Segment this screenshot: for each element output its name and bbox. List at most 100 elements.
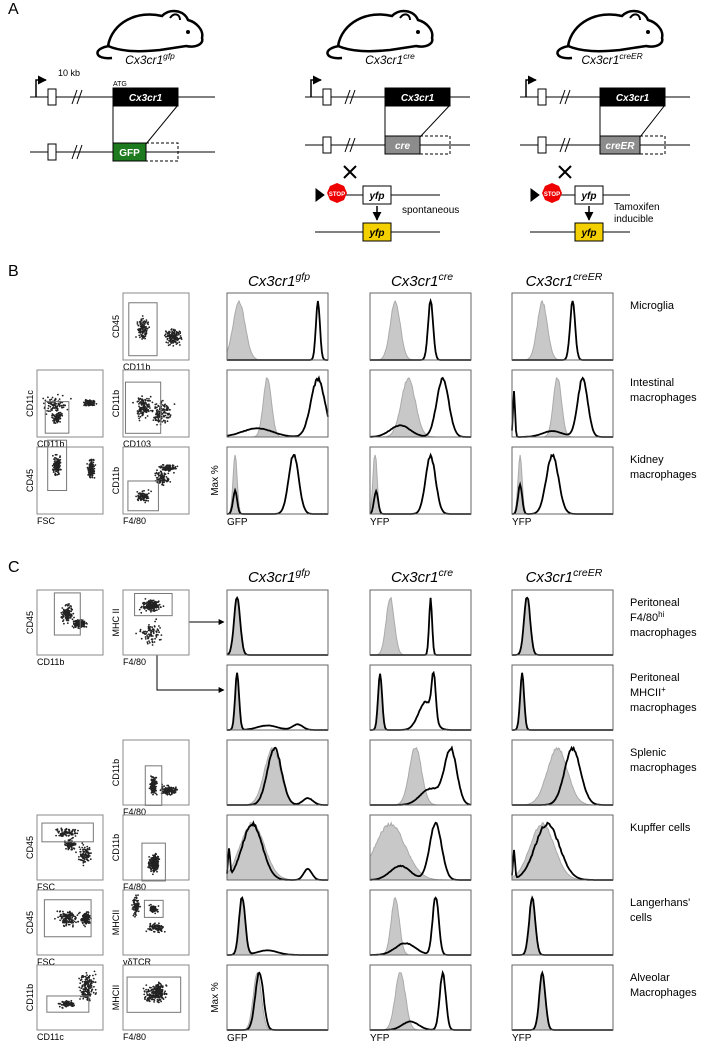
dot [161,399,164,402]
dot [147,492,150,495]
dot [180,338,183,340]
dot [168,466,171,469]
histogram-control [370,596,471,656]
dot [157,473,160,476]
dot [79,998,81,1000]
dot [62,921,64,924]
dot [153,998,156,1001]
dot [148,635,150,638]
gate [47,439,68,492]
dot [59,456,61,459]
dot-plot [122,446,190,515]
plot-frame [36,446,104,515]
dot [89,401,92,404]
dot [178,341,181,344]
dot [165,341,168,344]
dot [137,412,139,415]
dot [80,919,83,922]
dot [162,998,165,1000]
y-axis-label: Max % [210,982,221,1013]
dot [61,617,64,619]
dot [91,458,93,461]
dot [173,403,176,405]
gene-name: Cx3cr1 [248,273,296,290]
dot [68,1000,70,1003]
dot [164,791,167,794]
dot [81,859,84,862]
dot [164,479,167,482]
histogram-frame [511,664,614,731]
gate-arrows [156,619,225,693]
histogram [226,375,329,438]
stop-label: STOP [544,192,560,198]
dot [150,490,153,493]
dot [162,790,165,793]
dot [161,463,164,466]
x-axis-label: CD11b [37,439,64,449]
dot [49,405,52,408]
dot [135,914,137,916]
dot [141,490,144,493]
dot [88,848,91,851]
dot [83,401,85,404]
gate [128,302,158,357]
dot [153,1001,156,1003]
dot [161,992,163,995]
dot [142,607,145,609]
dot [78,856,80,858]
histogram [512,970,613,1031]
dot [156,989,159,991]
dot [51,396,54,399]
dot [159,466,162,469]
dot [68,839,71,842]
dot [80,976,83,979]
dot [67,617,69,620]
note: inducible [614,214,654,225]
dot [174,336,177,339]
dot [145,984,148,986]
dot [72,626,75,629]
dot [151,606,153,608]
dot [79,850,82,853]
dot [155,618,158,621]
histogram-control [226,454,328,515]
dot [150,786,153,789]
dot [86,974,88,976]
dot [75,917,77,919]
dot [62,613,65,615]
dot [56,830,59,832]
dot [58,1005,61,1008]
dot [143,492,145,495]
dot [68,1003,71,1006]
dot [78,977,80,980]
dot [88,993,91,996]
dot [161,483,164,486]
dot [90,852,92,854]
dot [154,922,156,925]
histogram [370,670,471,731]
dot [159,789,162,792]
dot [160,929,163,932]
dot [94,988,97,991]
dot [141,398,144,401]
dot [148,640,150,642]
dot [87,474,89,476]
histogram [226,820,328,881]
histogram [369,452,471,515]
gate [141,842,166,882]
gene-name: Cx3cr1 [526,569,574,586]
dot [86,463,88,465]
dot [149,928,152,930]
dot [137,329,140,332]
dot [141,631,144,634]
dot [62,912,65,915]
dot [73,842,75,845]
dot [62,404,65,407]
dot [153,603,156,606]
dot [52,469,54,471]
histogram-control [370,896,471,956]
dot [152,873,154,876]
histogram-frame [511,964,614,1031]
dot [151,603,154,606]
dot [137,894,139,896]
